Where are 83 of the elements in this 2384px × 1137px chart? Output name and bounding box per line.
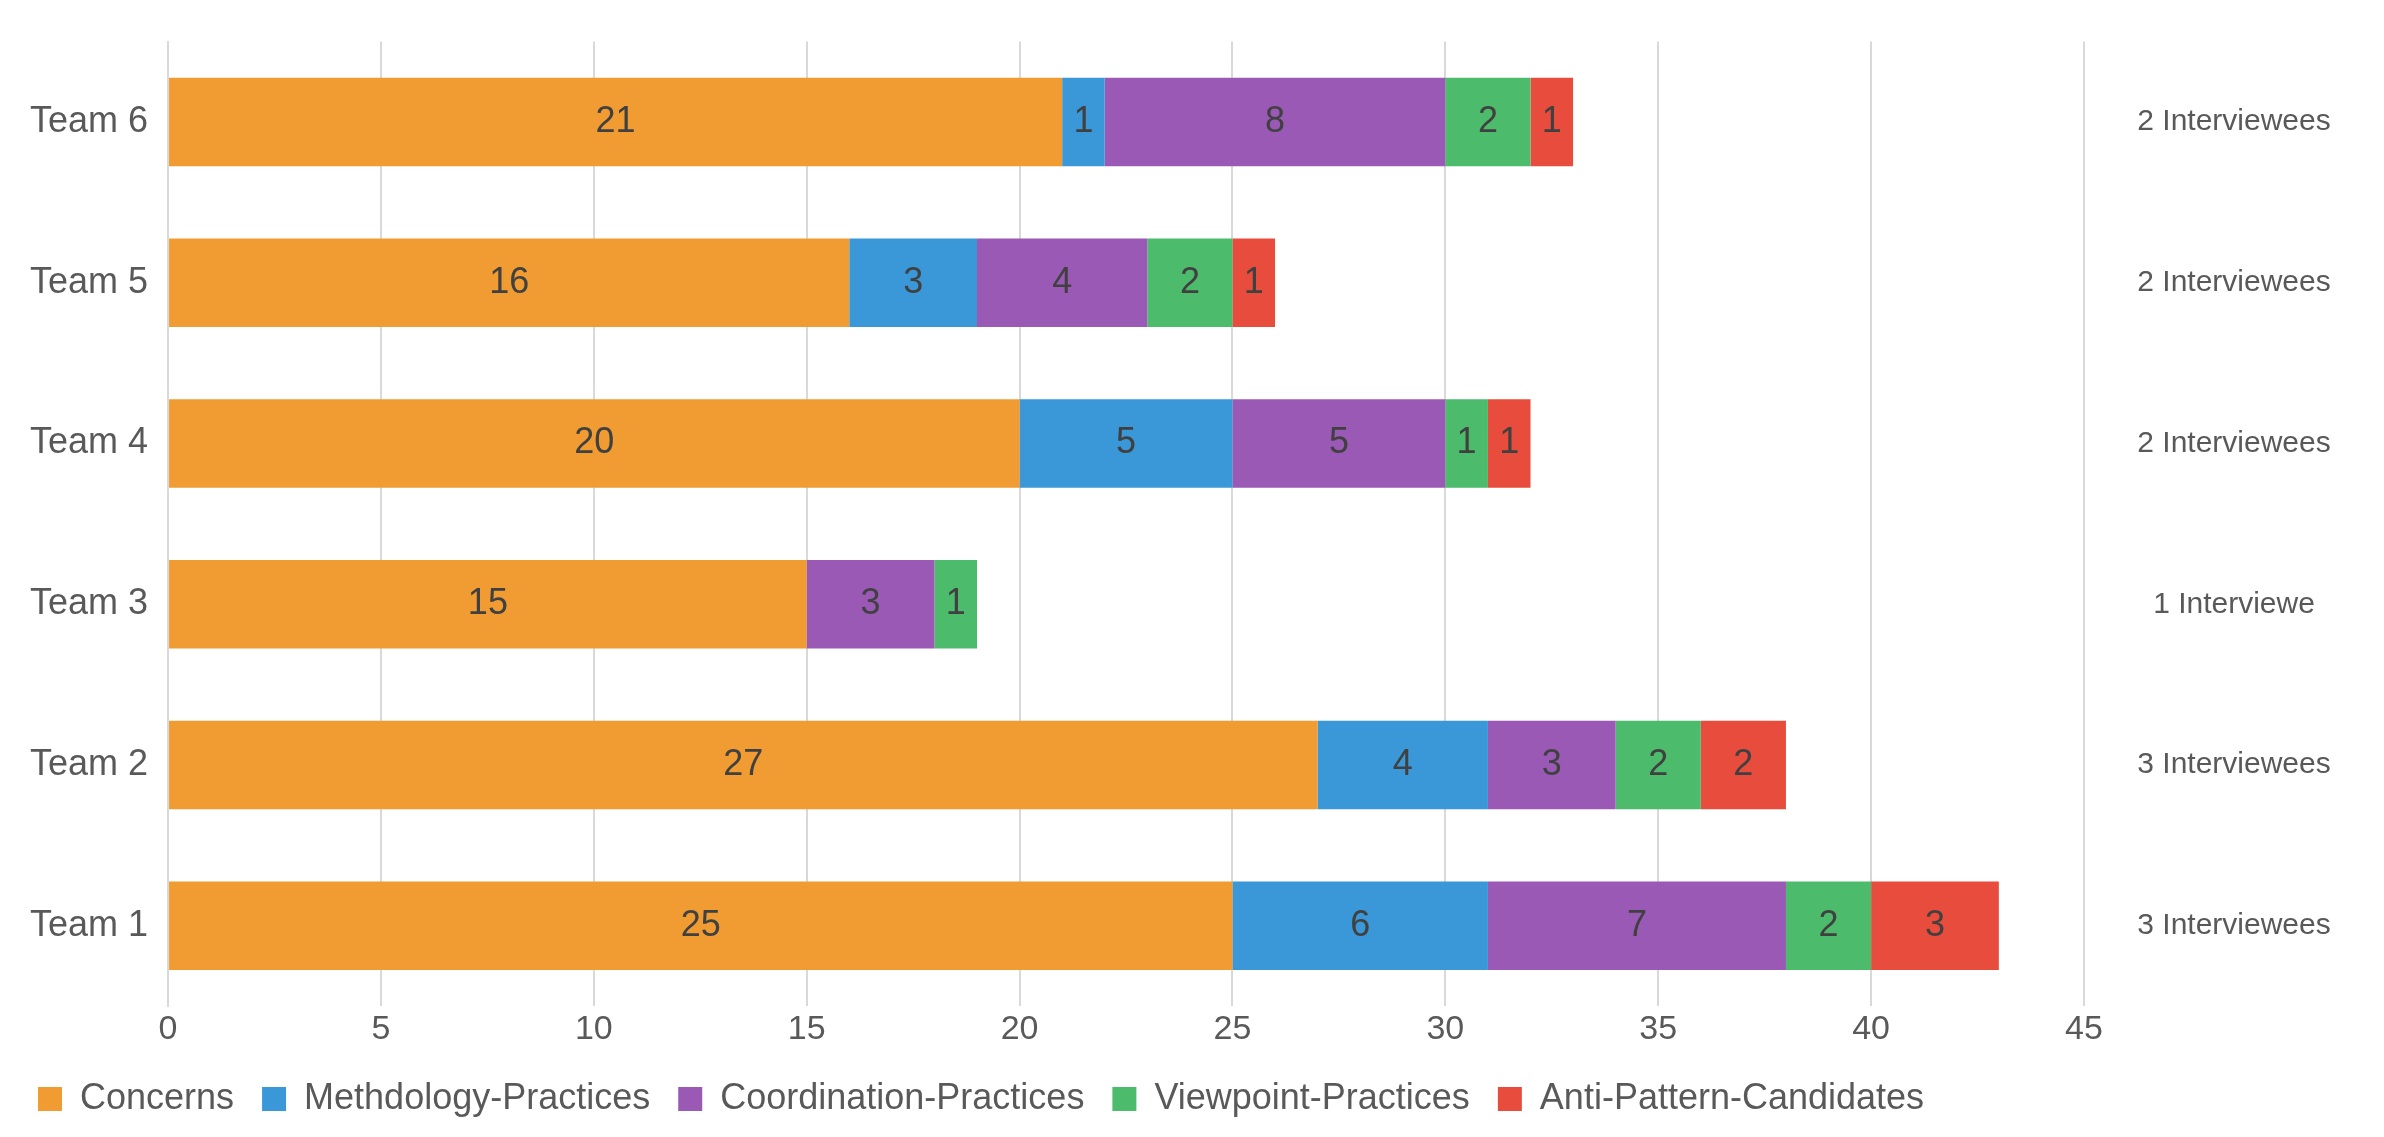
text: 2 Interviewees: [2137, 103, 2331, 137]
bar: [1871, 881, 1999, 971]
bar: [977, 238, 1148, 327]
x-tick-label: 20: [1000, 1007, 1039, 1046]
data-label: 15: [467, 581, 508, 623]
x-tick-label: 30: [1426, 1007, 1465, 1046]
data-label: 3: [860, 581, 881, 623]
bar: [1019, 399, 1233, 488]
bar: [1700, 720, 1786, 810]
data-label: 8: [1265, 98, 1286, 140]
x-tick-label: 35: [1639, 1007, 1678, 1046]
data-label: 1: [1073, 98, 1094, 140]
y-tick-label: Team 4: [29, 420, 149, 462]
legend-label: Coordination-Practices: [720, 1075, 1085, 1117]
text: 2 Interviewees: [2137, 424, 2331, 458]
data-label: 3: [903, 259, 924, 301]
data-label: 7: [1626, 902, 1647, 944]
bar: [1487, 720, 1616, 810]
bar: [1487, 399, 1531, 488]
x-tick-label: 15: [787, 1007, 826, 1046]
bar: [1147, 238, 1233, 327]
bar: [806, 560, 935, 649]
legend-label: Methdology-Practices: [304, 1075, 651, 1117]
data-label: 2: [1733, 741, 1754, 783]
bar: [169, 77, 1063, 167]
data-label: 25: [680, 902, 721, 944]
bar: [1317, 720, 1488, 810]
bar: [934, 560, 978, 649]
data-label: 2: [1477, 98, 1498, 140]
bar: [169, 881, 1233, 971]
bar: [169, 560, 807, 649]
bar: [1445, 77, 1531, 167]
text: 3 Interviewees: [2137, 907, 2331, 941]
bar: [1232, 399, 1446, 488]
text: 2 Interviewees: [2137, 264, 2331, 298]
x-tick-label: 0: [158, 1007, 178, 1046]
data-label: 20: [574, 420, 615, 462]
data-label: 1: [1541, 98, 1562, 140]
data-label: 5: [1116, 420, 1137, 462]
data-label: 1: [1499, 420, 1520, 462]
bar: [1785, 881, 1872, 971]
data-label: 3: [1924, 902, 1945, 944]
x-tick-label: 25: [1213, 1007, 1252, 1046]
bar: [1445, 399, 1488, 488]
bar: [849, 238, 978, 327]
data-label: 4: [1052, 259, 1073, 301]
text: 3 Interviewees: [2137, 746, 2331, 780]
data-label: 16: [489, 259, 530, 301]
bar: [1232, 238, 1276, 327]
bar: [1530, 77, 1574, 167]
x-tick-label: 5: [371, 1007, 391, 1046]
data-label: 1: [1243, 259, 1264, 301]
legend-label: Viewpoint-Practices: [1154, 1075, 1470, 1117]
data-label: 2: [1818, 902, 1839, 944]
data-label: 1: [1456, 420, 1477, 462]
data-label: 5: [1328, 420, 1349, 462]
x-tick-label: 40: [1852, 1007, 1891, 1046]
bar: [1615, 720, 1701, 810]
data-label: 2: [1648, 741, 1669, 783]
bar: [1232, 881, 1488, 971]
data-label: 6: [1350, 902, 1371, 944]
bar: [169, 238, 850, 327]
bar: [1104, 77, 1446, 167]
y-tick-label: Team 3: [29, 581, 149, 623]
y-tick-label: Team 2: [29, 741, 149, 783]
legend-label: Anti-Pattern-Candidates: [1539, 1075, 1925, 1117]
y-tick-label: Team 6: [29, 98, 149, 140]
x-tick-label: 10: [574, 1007, 613, 1046]
bar: [169, 720, 1318, 810]
data-label: 1: [945, 581, 966, 623]
text: 1 Interviewe: [2153, 585, 2315, 619]
data-label: 21: [595, 98, 636, 140]
data-label: 27: [723, 741, 764, 783]
data-label: 4: [1392, 741, 1413, 783]
legend-label: Concerns: [80, 1075, 235, 1117]
bar: [1487, 881, 1786, 971]
data-label: 3: [1541, 741, 1562, 783]
y-tick-label: Team 1: [29, 902, 149, 944]
x-tick-label: 45: [2065, 1007, 2103, 1046]
data-label: 2: [1179, 259, 1200, 301]
bar: [1062, 77, 1105, 167]
y-tick-label: Team 5: [29, 259, 149, 301]
bar: [169, 399, 1020, 488]
